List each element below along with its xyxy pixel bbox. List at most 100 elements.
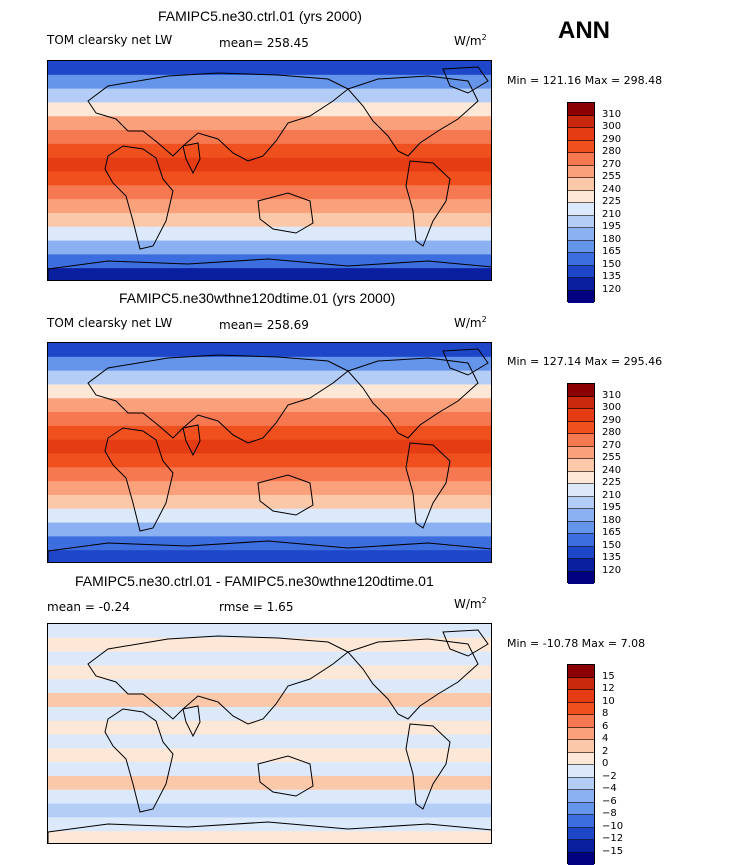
colorbar-box <box>568 178 594 191</box>
colorbar-tick-label: 270 <box>602 160 621 170</box>
map-field-band <box>48 412 492 426</box>
colorbar-box <box>568 166 594 179</box>
colorbar-box <box>568 291 594 304</box>
map-field-band <box>48 454 492 468</box>
map-field-band <box>48 130 492 144</box>
colorbar-tick-label: 6 <box>602 722 608 732</box>
map-field-band <box>48 199 492 213</box>
colorbar-box <box>568 803 594 816</box>
colorbar-box <box>568 815 594 828</box>
panel-1-minmax: Min = 121.16 Max = 298.48 <box>507 74 662 87</box>
panel-2-map <box>47 342 492 563</box>
map-field-band <box>48 241 492 255</box>
colorbar-tick-label: 120 <box>602 285 621 295</box>
colorbar-tick-label: 300 <box>602 122 621 132</box>
colorbar-box <box>568 753 594 766</box>
map-field-band <box>48 804 492 818</box>
colorbar-box <box>568 572 594 585</box>
map-field-band <box>48 665 492 679</box>
colorbar-box <box>568 397 594 410</box>
panel-1-colorbar <box>567 102 595 302</box>
colorbar-tick-label: 195 <box>602 222 621 232</box>
season-label: ANN <box>558 17 610 45</box>
colorbar-tick-label: 210 <box>602 491 621 501</box>
panel-2-units: W/m2 <box>454 315 487 330</box>
colorbar-tick-label: 135 <box>602 553 621 563</box>
colorbar-box <box>568 534 594 547</box>
map-field-band <box>48 831 492 844</box>
colorbar-tick-label: 10 <box>602 697 615 707</box>
colorbar-tick-label: 180 <box>602 516 621 526</box>
panel-2-title: FAMIPC5.ne30wthne120dtime.01 (yrs 2000) <box>119 290 395 306</box>
colorbar-box <box>568 409 594 422</box>
panel-1-map <box>47 60 492 281</box>
colorbar-box <box>568 522 594 535</box>
colorbar-tick-label: 15 <box>602 672 615 682</box>
colorbar-box <box>568 103 594 116</box>
panel-3-map <box>47 623 492 844</box>
map-field-band <box>48 89 492 103</box>
map-field-band <box>48 384 492 398</box>
panel-3-mean: mean = -0.24 <box>47 600 130 614</box>
colorbar-tick-label: −4 <box>602 784 617 794</box>
colorbar-box <box>568 547 594 560</box>
colorbar-tick-label: 195 <box>602 503 621 513</box>
colorbar-box <box>568 216 594 229</box>
map-field-band <box>48 624 492 638</box>
panel-2-mean: mean= 258.69 <box>219 318 309 332</box>
colorbar-box <box>568 715 594 728</box>
map-field-band <box>48 638 492 652</box>
map-field-band <box>48 158 492 172</box>
colorbar-box <box>568 141 594 154</box>
map-field-band <box>48 357 492 371</box>
colorbar-box <box>568 116 594 129</box>
colorbar-tick-label: 165 <box>602 528 621 538</box>
map-field-band <box>48 693 492 707</box>
colorbar-box <box>568 447 594 460</box>
colorbar-tick-label: 2 <box>602 747 608 757</box>
colorbar-box <box>568 253 594 266</box>
map-field-band <box>48 213 492 227</box>
panel-1-variable-label: TOM clearsky net LW <box>47 33 172 47</box>
colorbar-box <box>568 703 594 716</box>
colorbar-tick-label: 0 <box>602 759 608 769</box>
colorbar-box <box>568 203 594 216</box>
colorbar-tick-label: 290 <box>602 135 621 145</box>
colorbar-box <box>568 153 594 166</box>
map-field-band <box>48 762 492 776</box>
colorbar-tick-label: 255 <box>602 453 621 463</box>
map-field-band <box>48 550 492 563</box>
colorbar-box <box>568 559 594 572</box>
colorbar-tick-label: −15 <box>602 847 623 857</box>
colorbar-box <box>568 497 594 510</box>
colorbar-box <box>568 690 594 703</box>
panel-3-units: W/m2 <box>454 596 487 611</box>
colorbar-box <box>568 278 594 291</box>
panel-1-units: W/m2 <box>454 33 487 48</box>
map-field-band <box>48 735 492 749</box>
colorbar-box <box>568 509 594 522</box>
colorbar-tick-label: −12 <box>602 834 623 844</box>
map-field-band <box>48 371 492 385</box>
map-field-band <box>48 440 492 454</box>
colorbar-tick-label: 240 <box>602 466 621 476</box>
colorbar-tick-label: 210 <box>602 210 621 220</box>
colorbar-tick-label: 225 <box>602 197 621 207</box>
map-field-band <box>48 102 492 116</box>
panel-3-rmse: rmse = 1.65 <box>219 600 293 614</box>
map-field-band <box>48 481 492 495</box>
panel-2-minmax: Min = 127.14 Max = 295.46 <box>507 355 662 368</box>
colorbar-tick-label: 4 <box>602 734 608 744</box>
panel-1-mean: mean= 258.45 <box>219 36 309 50</box>
panel-3-title: FAMIPC5.ne30.ctrl.01 - FAMIPC5.ne30wthne… <box>75 573 434 589</box>
panel-2-variable-label: TOM clearsky net LW <box>47 316 172 330</box>
colorbar-tick-label: −8 <box>602 809 617 819</box>
colorbar-box <box>568 384 594 397</box>
colorbar-box <box>568 778 594 791</box>
colorbar-tick-label: 225 <box>602 478 621 488</box>
colorbar-box <box>568 422 594 435</box>
map-field-band <box>48 523 492 537</box>
map-field-band <box>48 776 492 790</box>
colorbar-box <box>568 840 594 853</box>
colorbar-tick-label: 180 <box>602 235 621 245</box>
